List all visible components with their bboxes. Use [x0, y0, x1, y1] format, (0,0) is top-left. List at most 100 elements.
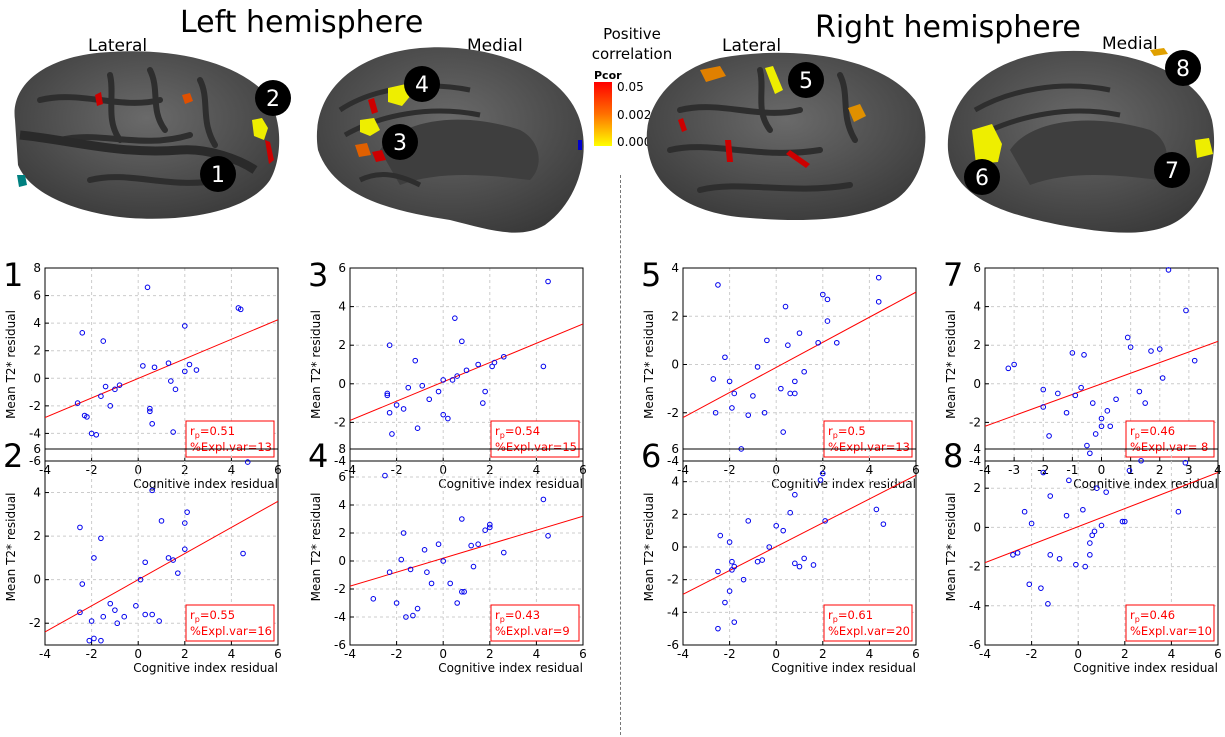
y-tick-label: 0 — [33, 573, 41, 587]
y-axis-label: Mean T2* residual — [642, 310, 656, 419]
data-point — [1078, 384, 1084, 391]
data-point — [459, 338, 465, 345]
data-point — [74, 400, 81, 406]
stat-r-symbol: r — [190, 424, 195, 438]
data-point — [780, 527, 786, 534]
x-tick-label: 2 — [1156, 463, 1164, 477]
x-tick-label: 6 — [912, 647, 920, 661]
y-tick-label: -2 — [29, 399, 41, 413]
svg-text:7: 7 — [1165, 159, 1179, 184]
data-point — [475, 541, 481, 547]
data-point — [482, 527, 488, 533]
data-point — [1073, 561, 1079, 568]
stat-r-value: =0.54 — [505, 424, 540, 438]
data-point — [98, 637, 104, 644]
data-point — [792, 378, 798, 385]
y-tick-label: 6 — [671, 442, 679, 456]
regression-line — [683, 291, 916, 419]
data-point — [810, 562, 817, 568]
data-point — [1066, 477, 1072, 484]
stat-r-value: =0.46 — [1140, 608, 1175, 622]
data-point — [1138, 457, 1144, 464]
data-point — [1165, 267, 1172, 273]
stat-r-symbol: r — [1130, 608, 1135, 622]
data-point — [766, 544, 773, 550]
data-point — [1175, 508, 1182, 515]
plot-frame — [44, 448, 279, 646]
panel-number: 7 — [943, 256, 963, 294]
panel-number: 4 — [308, 437, 328, 475]
legend-tick-1: 0.002 — [617, 108, 652, 122]
region-marker-2: 2 — [255, 80, 291, 116]
stat-correlation: rp=0.61 — [828, 608, 873, 624]
data-point — [100, 338, 107, 344]
data-point — [1142, 400, 1148, 406]
data-point — [545, 278, 551, 285]
stat-correlation: rp=0.54 — [495, 424, 540, 440]
y-tick-label: 6 — [338, 470, 346, 484]
data-point — [729, 405, 735, 411]
stat-r-symbol: r — [828, 608, 833, 622]
panel-number: 5 — [641, 256, 661, 294]
stat-box — [823, 420, 913, 458]
x-tick-label: 3 — [1185, 463, 1193, 477]
stat-box — [185, 420, 275, 458]
data-point — [447, 580, 453, 587]
data-point — [487, 524, 493, 531]
data-point — [1056, 555, 1063, 562]
x-axis-label: Cognitive index residual — [1073, 661, 1218, 675]
data-point — [440, 558, 446, 564]
y-tick-label: -4 — [969, 454, 981, 468]
stat-r-value: =0.51 — [200, 424, 235, 438]
left-hemisphere-title: Left hemisphere — [180, 5, 424, 40]
data-point — [487, 521, 493, 528]
data-point — [440, 411, 446, 418]
data-point — [410, 612, 416, 619]
x-tick-label: -2 — [1026, 647, 1038, 661]
y-axis-label: Mean T2* residual — [309, 310, 323, 419]
data-point — [144, 284, 151, 291]
stat-explained-variance: %Expl.var=13 — [190, 440, 272, 454]
x-tick-label: 0 — [134, 647, 142, 661]
data-point — [745, 518, 752, 524]
y-tick-label: -2 — [29, 616, 41, 630]
data-point — [1047, 552, 1054, 558]
data-point — [1156, 346, 1163, 352]
data-point — [1089, 532, 1095, 539]
data-point — [170, 429, 176, 435]
y-tick-label: 4 — [671, 475, 679, 489]
data-point — [1055, 390, 1061, 397]
y-tick-label: 6 — [338, 261, 346, 275]
view-label-left-lateral: Lateral — [88, 36, 148, 56]
data-point — [715, 625, 721, 632]
y-tick-label: 4 — [973, 442, 981, 456]
regression-line — [350, 515, 583, 587]
data-point — [833, 339, 840, 346]
data-point — [1091, 528, 1098, 535]
x-tick-label: -4 — [344, 647, 356, 661]
stat-r-symbol: r — [495, 424, 500, 438]
data-point — [824, 296, 831, 303]
y-tick-label: 4 — [33, 316, 41, 330]
x-tick-label: -3 — [1008, 463, 1020, 477]
data-point — [822, 518, 828, 524]
stat-r-symbol: r — [828, 424, 833, 438]
stat-box — [490, 420, 580, 458]
y-tick-label: 2 — [671, 309, 679, 323]
data-point — [1098, 522, 1105, 529]
data-point — [773, 522, 779, 529]
data-point — [133, 603, 139, 609]
data-point — [750, 393, 756, 399]
data-point — [112, 607, 118, 613]
stat-box — [1125, 420, 1215, 458]
stat-correlation: rp=0.5 — [828, 424, 866, 440]
y-axis-label: Mean T2* residual — [4, 493, 18, 602]
data-point — [796, 563, 803, 570]
data-point — [79, 581, 86, 587]
data-point — [240, 550, 246, 557]
data-point — [1038, 585, 1044, 591]
data-point — [1072, 392, 1079, 399]
